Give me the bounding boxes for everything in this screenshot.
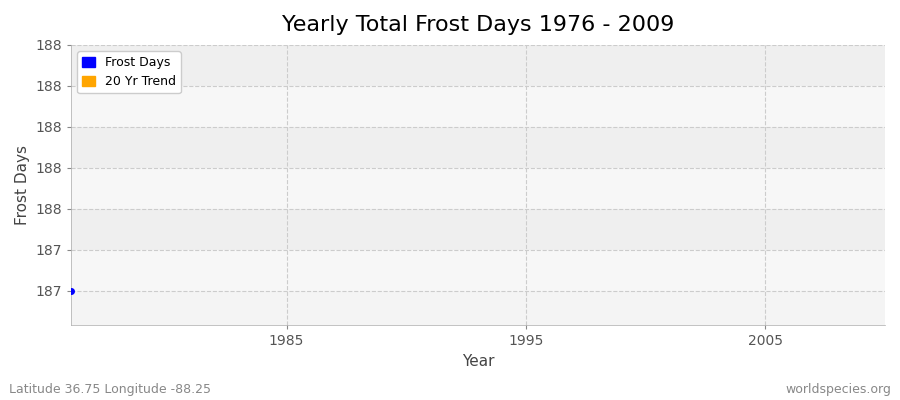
Legend: Frost Days, 20 Yr Trend: Frost Days, 20 Yr Trend [77,51,181,93]
X-axis label: Year: Year [462,354,494,369]
Y-axis label: Frost Days: Frost Days [15,145,30,225]
Bar [71,45,885,86]
Bar [71,250,885,291]
Text: worldspecies.org: worldspecies.org [785,383,891,396]
Bar [71,127,885,168]
Text: Latitude 36.75 Longitude -88.25: Latitude 36.75 Longitude -88.25 [9,383,211,396]
Title: Yearly Total Frost Days 1976 - 2009: Yearly Total Frost Days 1976 - 2009 [282,15,674,35]
Bar [71,86,885,127]
Bar [71,209,885,250]
Bar [71,168,885,209]
